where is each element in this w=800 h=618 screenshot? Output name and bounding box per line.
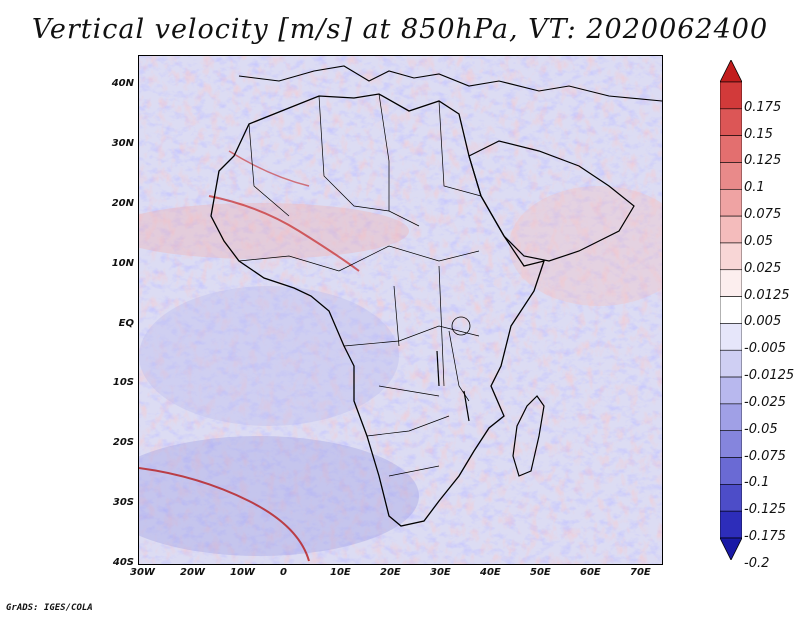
- colorbar-segment: [720, 188, 742, 217]
- arabia-coastline: [468, 140, 635, 262]
- colorbar-segment: [720, 81, 742, 110]
- colorbar-bottom-arrow: [720, 537, 742, 560]
- sahara-upward-streak-2: [228, 150, 310, 187]
- lon-label: 70E: [630, 567, 651, 578]
- atlantic-downward: [139, 286, 399, 426]
- lon-label: 20E: [380, 567, 401, 578]
- plot-title: Vertical velocity [m/s] at 850hPa, VT: 2…: [31, 14, 769, 45]
- lake-victoria: [451, 316, 471, 336]
- colorbar-segment: [720, 430, 742, 458]
- colorbar-segment: [720, 135, 742, 163]
- colorbar-label: -0.2: [744, 555, 770, 571]
- indian-ocean-upward: [509, 186, 662, 306]
- itcz-upward-band: [139, 203, 409, 259]
- velocity-field-map: [139, 56, 662, 564]
- lat-label: 40S: [112, 557, 134, 568]
- lake-malawi: [463, 390, 470, 422]
- lon-label: 10E: [330, 567, 351, 578]
- colorbar-segment: [720, 162, 742, 190]
- colorbar-segment: [720, 457, 742, 485]
- colorbar-label: -0.1: [744, 475, 770, 491]
- colorbar: [720, 60, 742, 560]
- colorbar-segment: [720, 108, 742, 136]
- sahara-upward-streak: [208, 195, 360, 272]
- lat-label: 40N: [111, 78, 134, 89]
- africa-coastline: [210, 93, 545, 527]
- lat-label: 30S: [112, 497, 134, 509]
- colorbar-top-arrow: [720, 60, 742, 83]
- lake-tanganyika: [436, 350, 440, 387]
- colorbar-label: 0.075: [744, 207, 782, 223]
- colorbar-label: -0.075: [744, 448, 786, 464]
- madagascar-coastline: [512, 395, 545, 477]
- colorbar-label: 0.1: [744, 180, 765, 196]
- colorbar-label: -0.05: [744, 421, 778, 437]
- lat-label: 20S: [112, 437, 134, 449]
- colorbar-label: -0.025: [744, 394, 786, 410]
- lon-label: 50E: [530, 567, 551, 578]
- lon-label: 10W: [230, 567, 255, 578]
- southern-front-streak: [139, 467, 310, 562]
- upward-texture: [139, 56, 662, 564]
- southern-downward: [139, 436, 419, 556]
- lat-label: 30N: [111, 137, 134, 149]
- lon-label: 40E: [480, 567, 501, 578]
- lat-label: 10N: [111, 257, 134, 269]
- lon-label: 20W: [180, 567, 205, 578]
- country-borders: [238, 93, 482, 477]
- colorbar-segment: [720, 215, 742, 244]
- europe-coastline: [238, 65, 662, 102]
- colorbar-segment: [720, 403, 742, 432]
- colorbar-segment: [720, 242, 742, 271]
- colorbar-label: -0.125: [744, 502, 786, 518]
- colorbar-segment: [720, 349, 742, 378]
- colorbar-label: -0.005: [744, 341, 786, 357]
- lon-label: 60E: [580, 567, 601, 578]
- map-panel: [138, 55, 663, 565]
- colorbar-label: -0.0125: [744, 368, 795, 384]
- colorbar-label: 0.175: [744, 99, 782, 115]
- colorbar-segment: [720, 376, 742, 405]
- lon-label: 0: [280, 567, 287, 578]
- lat-label: 10S: [112, 377, 134, 389]
- colorbar-label: 0.025: [744, 260, 782, 276]
- grads-credit: GrADS: IGES/COLA: [6, 603, 93, 613]
- colorbar-segment: [720, 269, 742, 297]
- colorbar-label: 0.0125: [744, 287, 790, 303]
- lon-label: 30E: [430, 567, 451, 578]
- lat-label: 20N: [111, 197, 134, 209]
- colorbar-label: 0.05: [744, 233, 773, 249]
- colorbar-segment: [720, 484, 742, 512]
- colorbar-label: 0.005: [744, 314, 782, 330]
- colorbar-segment: [720, 296, 742, 324]
- lon-label: 30W: [130, 567, 155, 578]
- colorbar-label: 0.15: [744, 126, 773, 142]
- colorbar-segment: [720, 510, 742, 539]
- colorbar-label: 0.125: [744, 153, 782, 169]
- colorbar-segment: [720, 323, 742, 351]
- lat-label: EQ: [118, 317, 134, 329]
- colorbar-label: -0.175: [744, 529, 786, 544]
